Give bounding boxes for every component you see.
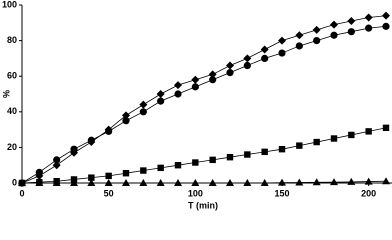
square-marker	[330, 135, 338, 142]
chart: T (min) % 0 20 40 60 80 100 0 50 100 150 200	[1, 0, 392, 210]
circle-marker	[382, 22, 390, 30]
square-marker	[157, 164, 164, 172]
square-marker	[174, 162, 182, 169]
triangle-marker	[87, 179, 96, 186]
diamond-marker	[364, 13, 373, 22]
diamond-marker	[347, 17, 356, 26]
triangle-marker	[174, 179, 182, 186]
triangle-marker	[122, 179, 130, 186]
square-marker	[192, 159, 199, 166]
square-marker	[122, 170, 130, 177]
square-marker	[209, 156, 216, 164]
x-axis-label: T (min)	[188, 200, 218, 210]
circle-marker	[70, 145, 78, 153]
x-tick-label: 150	[274, 188, 289, 198]
diamond-marker	[260, 45, 269, 54]
triangle-marker	[382, 177, 390, 185]
diamond-marker	[330, 20, 338, 29]
circle-marker	[243, 61, 251, 70]
triangle-marker	[191, 179, 200, 186]
square-marker	[278, 145, 286, 153]
square-marker	[296, 142, 303, 149]
diamond-marker	[382, 11, 390, 20]
diamond-marker	[295, 31, 304, 40]
series-line	[22, 180, 387, 184]
y-tick-label: 0	[12, 177, 17, 187]
circle-marker	[313, 37, 321, 45]
triangle-marker	[295, 178, 304, 186]
circle-marker	[122, 117, 130, 125]
square-marker	[348, 131, 355, 139]
circle-marker	[174, 90, 182, 98]
square-marker	[226, 153, 234, 161]
circle-marker	[209, 76, 217, 84]
diamond-marker	[139, 100, 148, 109]
triangle-marker	[330, 178, 338, 186]
circle-marker	[365, 24, 373, 32]
circle-marker	[157, 97, 165, 105]
y-tick-label: 40	[7, 106, 17, 116]
square-marker	[365, 128, 372, 135]
square-marker	[382, 124, 390, 132]
triangle-marker	[139, 179, 148, 186]
triangle-marker	[278, 178, 286, 186]
x-tick-label: 200	[361, 188, 376, 198]
triangle-marker	[52, 179, 61, 186]
circle-marker	[87, 136, 95, 144]
diamond-marker	[312, 25, 321, 34]
circle-marker	[105, 127, 113, 135]
triangle-marker	[104, 179, 113, 186]
diamond-marker	[52, 161, 61, 170]
y-tick-label: 80	[7, 35, 17, 45]
square-marker	[140, 167, 147, 174]
circle-marker	[53, 156, 61, 164]
diamond-marker	[208, 70, 217, 79]
y-tick-label: 60	[7, 71, 17, 81]
triangle-marker	[260, 179, 269, 186]
triangle-marker	[156, 179, 165, 186]
circle-marker	[330, 31, 338, 39]
square-marker	[261, 148, 268, 156]
triangle-marker	[364, 177, 373, 185]
circle-marker	[139, 108, 147, 116]
square-marker	[313, 138, 320, 146]
square-marker	[105, 172, 112, 180]
triangle-marker	[243, 179, 252, 186]
diamond-marker	[191, 75, 200, 84]
triangle-marker	[208, 179, 217, 186]
x-tick-label: 100	[188, 188, 203, 198]
circle-marker	[295, 42, 303, 50]
x-tick-label: 0	[19, 188, 24, 198]
triangle-marker	[35, 179, 44, 186]
triangle-marker	[347, 177, 356, 185]
square-marker	[244, 151, 251, 158]
diamond-marker	[278, 36, 286, 45]
triangle-marker	[18, 179, 26, 186]
series-line	[21, 15, 387, 184]
series-line	[21, 25, 387, 184]
square-marker	[88, 174, 95, 181]
y-tick-label: 20	[7, 142, 17, 152]
triangle-marker	[70, 179, 78, 186]
circle-marker	[347, 28, 355, 36]
triangle-marker	[226, 179, 234, 186]
diamond-marker	[243, 54, 252, 63]
triangle-marker	[312, 178, 321, 186]
circle-marker	[35, 168, 43, 176]
circle-marker	[278, 49, 286, 57]
diamond-marker	[226, 61, 234, 70]
diamond-marker	[174, 81, 182, 90]
diamond-marker	[122, 111, 130, 120]
circle-marker	[261, 54, 269, 63]
x-tick-label: 50	[104, 188, 114, 198]
y-axis-label: %	[1, 90, 11, 98]
circle-marker	[226, 69, 234, 77]
series-line	[21, 127, 387, 184]
diamond-marker	[156, 90, 165, 98]
circle-marker	[191, 83, 199, 91]
y-tick-label: 100	[2, 0, 17, 9]
